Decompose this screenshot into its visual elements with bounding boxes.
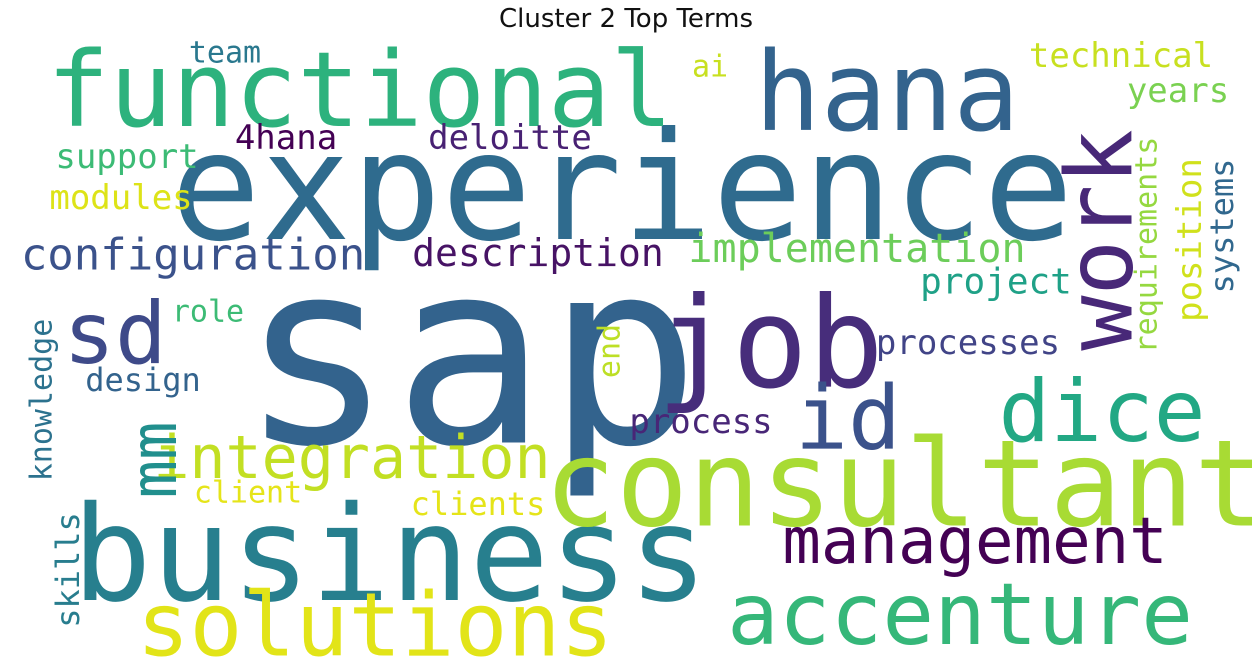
word-hana: hana [755,28,1020,156]
word-business: business [72,478,708,632]
word-configuration: configuration [21,230,365,281]
figure-title: Cluster 2 Top Terms [498,4,754,34]
word-processes: processes [876,323,1060,363]
word-dice: dice [998,362,1205,462]
word-end: end [593,324,628,378]
word-deloitte: deloitte [428,118,592,158]
word-modules: modules [49,178,192,218]
word-technical: technical [1029,36,1213,76]
word-ai: ai [692,50,728,85]
word-design: design [85,361,201,399]
word-knowledge: knowledge [25,319,60,482]
word-management: management [782,505,1167,579]
word-mm: mm [118,421,192,498]
word-process: process [629,402,772,442]
word-skills: skills [49,512,87,628]
word-team: team [189,36,261,71]
word-integration: integration [153,423,550,493]
word-requirements: requirements [1130,137,1165,354]
word-id: id [795,367,901,470]
word-work: work [1047,129,1154,351]
word-years: years [1127,71,1229,111]
word-project: project [920,262,1072,303]
word-experience: experience [170,101,1073,275]
word-consultant: consultant [544,416,1252,555]
word-sd: sd [63,284,167,384]
word-job: job [656,270,884,417]
word-systems: systems [1203,159,1241,294]
word-description: description [412,231,664,275]
word-clients: clients [411,485,546,523]
word-role: role [172,295,244,330]
word-support: support [55,137,198,177]
word-4hana: 4hana [235,118,337,158]
word-functional: functional [47,29,673,151]
word-accenture: accenture [727,565,1193,665]
word-client: client [194,476,302,511]
word-sap: sap [240,207,701,504]
word-implementation: implementation [688,226,1025,272]
word-solutions: solutions [137,574,614,666]
word-position: position [1170,158,1210,322]
